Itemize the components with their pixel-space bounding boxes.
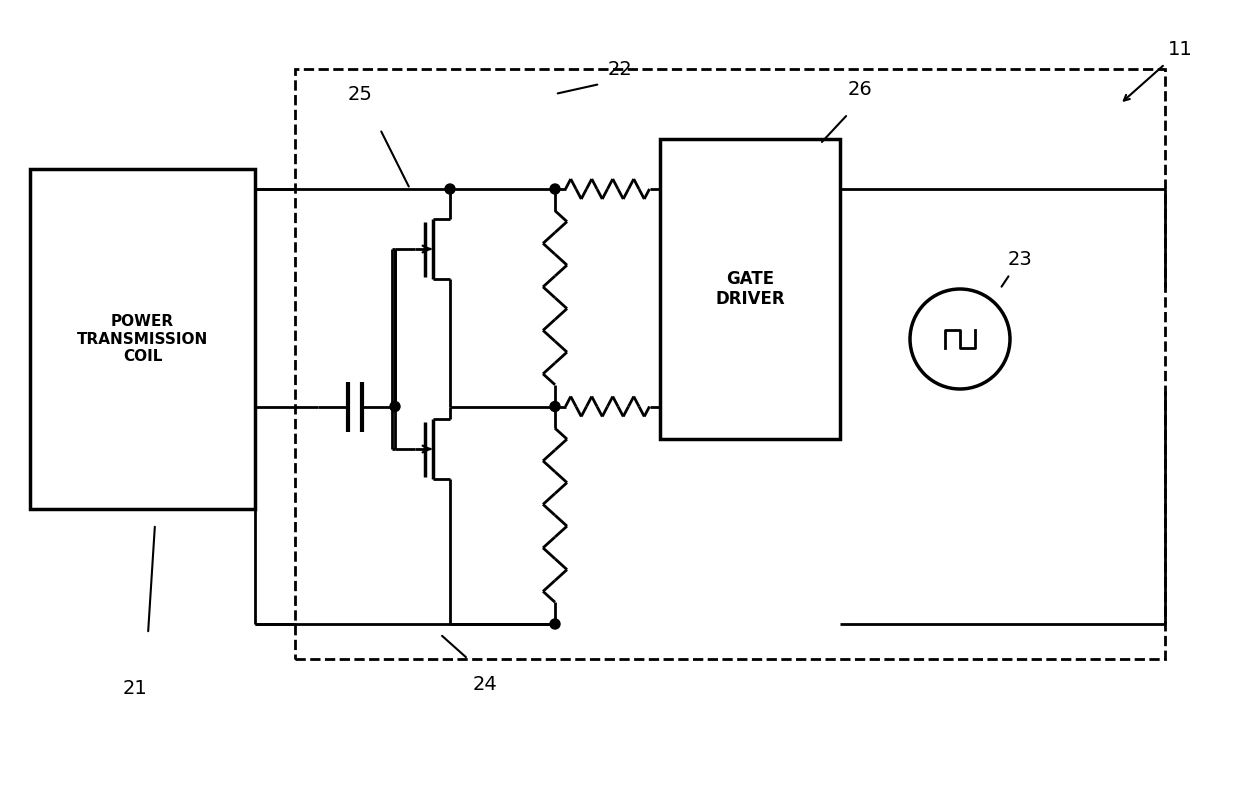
- Circle shape: [390, 402, 400, 412]
- Text: 11: 11: [1167, 39, 1192, 58]
- Circle shape: [445, 184, 455, 194]
- Text: 21: 21: [123, 679, 147, 698]
- Circle shape: [550, 184, 560, 194]
- Circle shape: [909, 289, 1010, 389]
- Text: 24: 24: [472, 675, 497, 694]
- Bar: [295, 69, 1165, 659]
- Text: 22: 22: [607, 59, 632, 78]
- Circle shape: [550, 402, 560, 412]
- Bar: [660, 139, 840, 439]
- Bar: [30, 169, 255, 509]
- Text: 26: 26: [847, 80, 872, 99]
- Circle shape: [550, 619, 560, 629]
- Text: 25: 25: [348, 84, 373, 103]
- Text: 23: 23: [1007, 249, 1032, 268]
- Text: POWER
TRANSMISSION
COIL: POWER TRANSMISSION COIL: [77, 314, 208, 364]
- Text: GATE
DRIVER: GATE DRIVER: [715, 270, 784, 308]
